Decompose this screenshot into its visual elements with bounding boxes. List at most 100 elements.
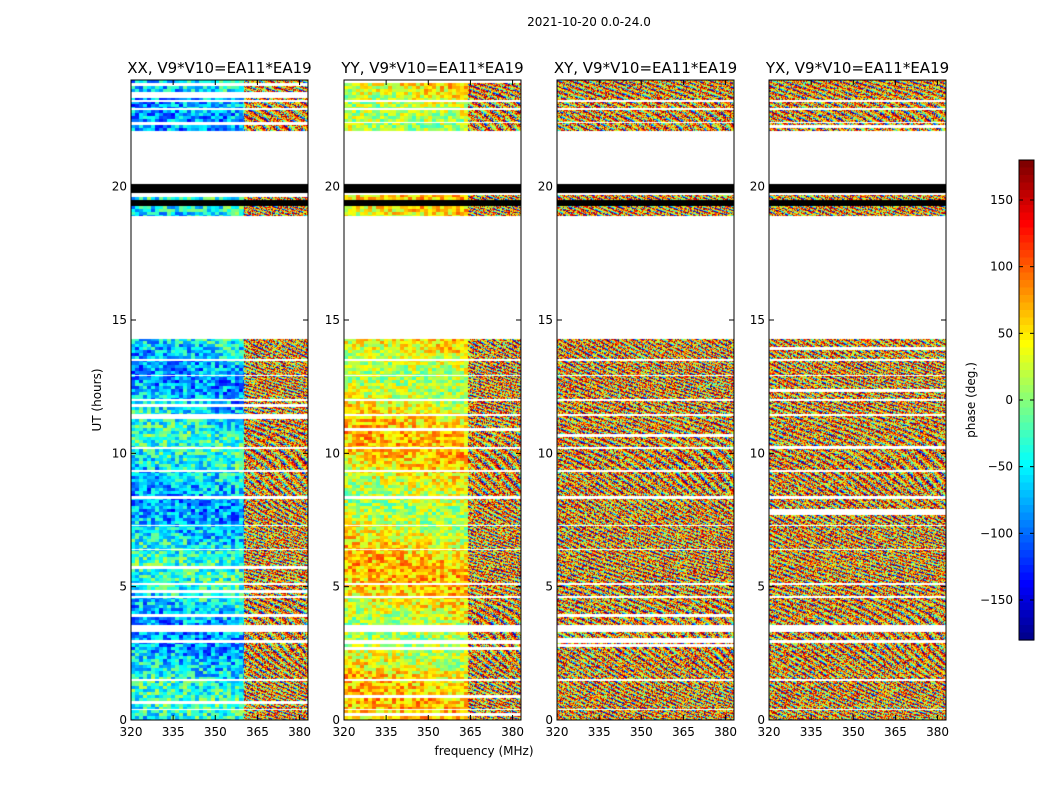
colorbar-segment: [1019, 580, 1034, 589]
colorbar-segment: [1019, 370, 1034, 379]
x-tick-label: 350: [204, 725, 227, 739]
colorbar-tick-label: −100: [980, 526, 1013, 540]
colorbar-segment: [1019, 385, 1034, 394]
colorbar-tick-label: 100: [990, 260, 1013, 274]
colorbar-segment: [1019, 505, 1034, 514]
plot-frame: [768, 79, 947, 721]
colorbar-segment: [1019, 437, 1034, 446]
colorbar-segment: [1019, 377, 1034, 386]
colorbar-segment: [1019, 302, 1034, 311]
colorbar-segment: [1019, 280, 1034, 289]
colorbar-tick-label: −150: [980, 593, 1013, 607]
plot-frame: [130, 79, 309, 721]
colorbar-segment: [1019, 265, 1034, 274]
colorbar-segment: [1019, 205, 1034, 214]
panel-xx: XX, V9*V10=EA11*EA19 320 335 350 365 380 0 5 10 1…: [112, 59, 312, 739]
colorbar-segment: [1019, 227, 1034, 236]
colorbar-segment: [1019, 182, 1034, 191]
colorbar-segment: [1019, 257, 1034, 266]
y-tick-label: 10: [750, 446, 765, 460]
panel-title: XX, V9*V10=EA11*EA19: [127, 59, 311, 77]
colorbar-tick-label: 150: [990, 193, 1013, 207]
y-tick-label: 20: [750, 180, 765, 194]
colorbar-segment: [1019, 272, 1034, 281]
y-tick-label: 15: [325, 313, 340, 327]
x-tick-label: 335: [800, 725, 823, 739]
x-tick-label: 350: [842, 725, 865, 739]
x-tick-label: 365: [884, 725, 907, 739]
colorbar-segment: [1019, 415, 1034, 424]
y-tick-label: 0: [119, 713, 127, 727]
panel-title: YY, V9*V10=EA11*EA19: [340, 59, 523, 77]
y-tick-label: 5: [119, 580, 127, 594]
panel-title: YX, V9*V10=EA11*EA19: [765, 59, 949, 77]
y-tick-label: 20: [112, 180, 127, 194]
colorbar-segment: [1019, 347, 1034, 356]
y-tick-label: 10: [538, 446, 553, 460]
y-tick-label: 15: [750, 313, 765, 327]
plot-frame: [556, 79, 735, 721]
x-tick-label: 365: [459, 725, 482, 739]
x-tick-label: 320: [120, 725, 143, 739]
colorbar-segment: [1019, 190, 1034, 199]
x-tick-label: 335: [375, 725, 398, 739]
colorbar-segment: [1019, 160, 1034, 169]
x-axis-label: frequency (MHz): [434, 744, 533, 758]
x-tick-label: 320: [758, 725, 781, 739]
colorbar-tick-label: 50: [998, 326, 1013, 340]
x-tick-label: 350: [630, 725, 653, 739]
x-tick-label: 335: [588, 725, 611, 739]
colorbar-segment: [1019, 332, 1034, 341]
colorbar-tick-label: −50: [988, 460, 1013, 474]
colorbar-segment: [1019, 625, 1034, 634]
y-tick-label: 10: [325, 446, 340, 460]
x-tick-label: 320: [333, 725, 356, 739]
colorbar-segment: [1019, 527, 1034, 536]
colorbar-segment: [1019, 220, 1034, 229]
colorbar-segment: [1019, 445, 1034, 454]
colorbar-segment: [1019, 452, 1034, 461]
x-tick-label: 335: [162, 725, 185, 739]
colorbar-segment: [1019, 362, 1034, 371]
colorbar-segment: [1019, 422, 1034, 431]
y-axis-label: UT (hours): [90, 368, 104, 431]
heatmap-yy: [344, 80, 521, 720]
colorbar-segment: [1019, 535, 1034, 544]
x-tick-label: 380: [926, 725, 949, 739]
panel-xy: XY, V9*V10=EA11*EA19 320 335 350 365 380 0 5 10 1…: [538, 59, 737, 739]
colorbar-segment: [1019, 565, 1034, 574]
colorbar-segment: [1019, 287, 1034, 296]
colorbar-segment: [1019, 542, 1034, 551]
y-tick-label: 20: [325, 180, 340, 194]
colorbar-tick-label: 0: [1005, 393, 1013, 407]
colorbar-segment: [1019, 400, 1034, 409]
colorbar-segment: [1019, 550, 1034, 559]
heatmap-xy: [557, 80, 734, 720]
panel-yy: YY, V9*V10=EA11*EA19 320 335 350 365 380 0 5 10 1…: [325, 59, 524, 739]
colorbar-segment: [1019, 295, 1034, 304]
colorbar-segment: [1019, 632, 1034, 641]
y-tick-label: 5: [332, 580, 340, 594]
panels-group: XX, V9*V10=EA11*EA19 320 335 350 365 380 0 5 10 1…: [112, 59, 949, 739]
x-tick-label: 350: [417, 725, 440, 739]
colorbar-segment: [1019, 355, 1034, 364]
y-tick-label: 15: [112, 313, 127, 327]
colorbar-segment: [1019, 467, 1034, 476]
colorbar-segment: [1019, 310, 1034, 319]
panel-title: XY, V9*V10=EA11*EA19: [554, 59, 737, 77]
y-tick-label: 20: [538, 180, 553, 194]
x-tick-label: 380: [288, 725, 311, 739]
y-tick-label: 15: [538, 313, 553, 327]
figure-suptitle: 2021-10-20 0.0-24.0: [527, 15, 651, 29]
colorbar-segment: [1019, 572, 1034, 581]
x-tick-label: 380: [501, 725, 524, 739]
colorbar-segment: [1019, 175, 1034, 184]
panel-yx: YX, V9*V10=EA11*EA19 320 335 350 365 380 0 5 10 1…: [750, 59, 949, 739]
plot-frame: [343, 79, 522, 721]
x-tick-label: 380: [714, 725, 737, 739]
colorbar: 150 100 50 0 −50 −100 −150: [980, 159, 1035, 641]
x-tick-label: 320: [546, 725, 569, 739]
y-tick-label: 0: [757, 713, 765, 727]
colorbar-segment: [1019, 512, 1034, 521]
